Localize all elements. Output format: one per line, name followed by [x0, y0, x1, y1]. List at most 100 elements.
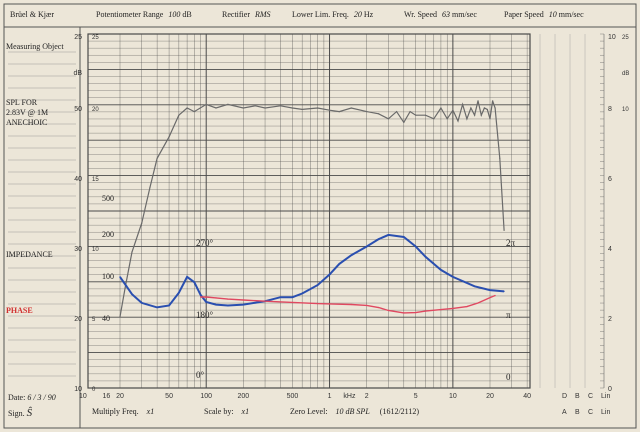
spl-point: [492, 100, 494, 102]
lower-lim-value: 20: [353, 10, 362, 19]
zero-label: Zero Level:: [290, 407, 328, 416]
phase-trace: [200, 294, 496, 314]
left-db-tick: 30: [74, 246, 82, 253]
impedance-point: [131, 293, 133, 295]
spl-point: [452, 109, 454, 111]
sheet-border: [3, 3, 637, 429]
spl-point: [415, 114, 417, 116]
impedance-point: [301, 292, 303, 295]
phase-point: [415, 312, 417, 314]
right-tick: 4: [608, 246, 612, 253]
pot-range-value: 100: [168, 10, 181, 19]
left-db-tick-secondary: 0: [92, 387, 96, 393]
spl-point: [328, 109, 331, 111]
phase-point: [264, 300, 266, 302]
sign-label: Sign.: [8, 409, 25, 418]
spl-point: [446, 118, 448, 120]
phase-point: [291, 301, 294, 303]
writing-speed: Wr. Speed 63 mm/sec: [404, 10, 477, 19]
impedance-point: [199, 294, 202, 296]
phase-point: [242, 299, 244, 301]
phase-marker: 0: [506, 372, 511, 382]
sign-field: Sign. Ŝ: [8, 407, 32, 419]
x-tick-label: 50: [165, 393, 173, 400]
impedance-point: [242, 304, 244, 306]
impedance-tick: 200: [102, 230, 114, 239]
impedance-point: [119, 276, 121, 278]
spl-point: [119, 316, 121, 318]
scale-label: Scale by:: [204, 407, 234, 416]
spl-point: [462, 103, 464, 105]
weighting-label: C: [588, 393, 593, 400]
spl-point: [131, 251, 133, 253]
multiply-freq-field: Multiply Freq. x1: [92, 407, 154, 416]
impedance-point: [350, 254, 352, 256]
spl-point: [477, 100, 479, 102]
impedance-point: [489, 289, 491, 291]
spl-label-line3: ANECHOIC: [6, 118, 48, 127]
impedance-point: [168, 304, 170, 307]
zero-value: 10 dB SPL: [335, 407, 370, 416]
phase-point: [366, 304, 368, 306]
phase-tick: 180°: [196, 310, 214, 320]
impedance-point: [205, 301, 207, 303]
spl-point: [499, 157, 501, 159]
weighting-label: B: [575, 393, 580, 400]
phase-point: [378, 306, 380, 309]
spl-point: [480, 114, 482, 116]
lower-lim-label: Lower Lim. Freq.: [292, 10, 349, 19]
spl-point: [316, 107, 319, 109]
spl-point: [503, 229, 505, 231]
potentiometer-range: Potentiometer Range 100 dB: [96, 10, 192, 19]
weighting-label-secondary: C: [588, 409, 593, 416]
right-tick: 0: [608, 386, 612, 393]
impedance-point: [403, 236, 405, 238]
impedance-point: [440, 269, 442, 271]
impedance-point: [328, 273, 331, 276]
sign-value: Ŝ: [26, 407, 33, 419]
impedance-point: [387, 234, 389, 236]
impedance-point: [291, 296, 294, 298]
impedance-point: [452, 276, 454, 278]
date-value: 6 / 3 / 90: [27, 393, 56, 402]
x-tick-label: 16: [102, 393, 110, 400]
phase-marker: 2π: [506, 238, 516, 248]
spl-point: [366, 111, 368, 113]
rectifier-value: RMS: [254, 10, 271, 19]
spl-label-line2: 2.83V @ 1M: [6, 108, 49, 117]
paper-speed-label: Paper Speed: [504, 10, 544, 19]
zero-level-field: Zero Level: 10 dB SPL (1612/2112): [290, 407, 419, 416]
x-tick-label: 2: [365, 393, 369, 400]
impedance-point: [178, 292, 180, 294]
impedance-point: [279, 296, 282, 298]
impedance-point: [338, 263, 340, 265]
multiply-label: Multiply Freq.: [92, 407, 139, 416]
x-tick-label: 500: [287, 393, 299, 400]
spl-point: [409, 111, 411, 113]
spl-point: [466, 118, 468, 120]
spl-point: [264, 107, 266, 109]
rectifier: Rectifier RMS: [222, 10, 271, 19]
impedance-point: [503, 290, 505, 293]
phase-point: [440, 309, 442, 311]
spl-point: [254, 105, 256, 107]
spl-point: [178, 114, 180, 116]
impedance-trace: [119, 233, 505, 309]
wr-speed-value: 63: [442, 10, 451, 19]
paper-speed-unit: mm/sec: [558, 10, 584, 19]
pot-range-label: Potentiometer Range: [96, 10, 164, 19]
spl-point: [279, 105, 282, 107]
spl-point: [301, 108, 303, 111]
date-field: Date: 6 / 3 / 90: [8, 393, 56, 402]
chart-grid: [87, 33, 531, 389]
left-db-tick-secondary: 15: [92, 177, 99, 183]
right-unit-label: 10: [622, 107, 629, 113]
phase-point: [489, 297, 491, 299]
left-db-tick-secondary: 5: [92, 317, 96, 323]
left-db-tick-secondary: 10: [92, 247, 99, 253]
x-tick-label: 10: [449, 393, 457, 400]
phase-point: [424, 310, 427, 312]
spl-point: [186, 107, 188, 109]
right-tick: 6: [608, 176, 612, 183]
